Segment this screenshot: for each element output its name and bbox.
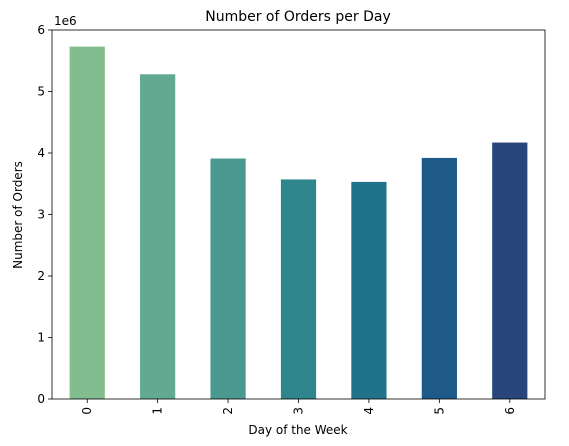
plot-frame xyxy=(51,29,546,400)
x-tick-label: 6 xyxy=(503,407,517,415)
bar-1 xyxy=(140,74,176,399)
chart-title: Number of Orders per Day xyxy=(205,9,391,25)
y-axis-title: Number of Orders xyxy=(11,161,25,269)
y-tick-label: 3 xyxy=(37,208,45,222)
y-tick-label: 4 xyxy=(37,146,45,160)
bar-0 xyxy=(69,46,105,399)
y-tick-label: 5 xyxy=(37,85,45,99)
x-axis-title: Day of the Week xyxy=(248,423,347,437)
bar-2 xyxy=(210,158,246,399)
x-tick-label: 4 xyxy=(362,407,376,415)
y-tick-label: 0 xyxy=(37,392,45,406)
y-tick-label: 1 xyxy=(37,331,45,345)
bar-3 xyxy=(280,179,317,399)
y-tick-label: 2 xyxy=(37,269,45,283)
x-axis: 0 1 2 3 4 5 6 xyxy=(80,399,517,415)
y-tick-label: 6 xyxy=(37,23,45,37)
x-tick-label: 3 xyxy=(292,407,306,415)
y-offset-label: 1e6 xyxy=(54,14,77,28)
bar-5 xyxy=(421,157,457,399)
bar-6 xyxy=(492,142,528,400)
bars-group xyxy=(69,46,528,400)
x-tick-label: 1 xyxy=(151,407,165,415)
x-tick-label: 0 xyxy=(80,407,94,415)
bar-4 xyxy=(351,181,387,399)
x-tick-label: 5 xyxy=(432,407,446,415)
y-axis: 0 1 2 3 4 5 6 xyxy=(37,23,52,406)
x-tick-label: 2 xyxy=(221,407,235,415)
